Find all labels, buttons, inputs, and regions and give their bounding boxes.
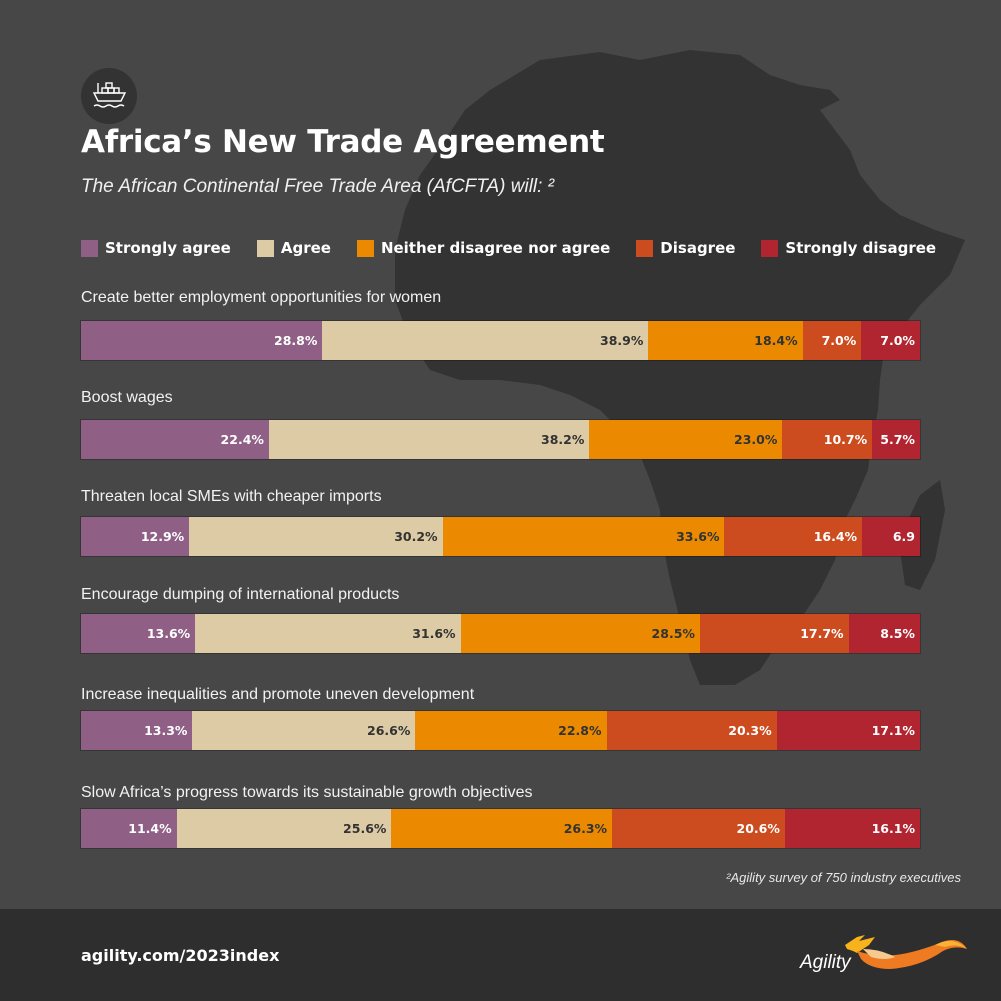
bar-segment-neither: 23.0% [589, 420, 783, 459]
bar-segment-strongly-agree: 28.8% [81, 321, 323, 360]
bar-segment-disagree: 20.6% [612, 809, 785, 848]
bar-segment-strongly-disagree: 7.0% [861, 321, 920, 360]
row-label: Slow Africa’s progress towards its susta… [81, 784, 533, 801]
bar-segment-neither: 28.5% [460, 614, 700, 653]
legend-swatch [81, 239, 98, 257]
bar-segment-agree: 31.6% [195, 614, 461, 653]
legend-item-strongly-agree: Strongly agree [81, 239, 231, 257]
legend-label: Neither disagree nor agree [380, 239, 611, 257]
bar-segment-strongly-agree: 11.4% [81, 809, 177, 848]
bar-segment-strongly-disagree: 16.1% [784, 809, 920, 848]
row-label: Create better employment opportunities f… [81, 289, 442, 306]
legend-swatch [256, 239, 274, 257]
bar-segment-strongly-agree: 13.6% [81, 614, 196, 653]
bar-segment-agree: 38.2% [268, 420, 590, 459]
legend-item-disagree: Disagree [636, 239, 735, 257]
bar-segment-agree: 38.9% [322, 321, 649, 360]
stacked-bar: 11.4% 25.6% 26.3% 20.6% 16.1% [81, 809, 920, 848]
phoenix-logo-icon [845, 935, 967, 969]
footer-url-link[interactable]: agility.com/2023index [81, 946, 280, 965]
row-label: Boost wages [81, 389, 173, 406]
bar-segment-strongly-agree: 13.3% [81, 711, 193, 750]
row-label: Threaten local SMEs with cheaper imports [81, 488, 382, 505]
logo-text: Agility [800, 952, 851, 973]
bar-segment-agree: 30.2% [189, 517, 443, 556]
legend-label: Agree [280, 239, 331, 257]
cargo-ship-icon [92, 82, 127, 108]
agility-logo: Agility [795, 927, 975, 987]
bar-segment-disagree: 20.3% [606, 711, 777, 750]
stacked-bar: 28.8% 38.9% 18.4% 7.0% 7.0% [81, 321, 920, 360]
chart-legend: Strongly agree Agree Neither disagree no… [81, 239, 962, 257]
bar-segment-strongly-agree: 22.4% [81, 420, 269, 459]
stacked-bar: 22.4% 38.2% 23.0% 10.7% 5.7% [81, 420, 920, 459]
bar-segment-neither: 18.4% [648, 321, 803, 360]
bar-segment-strongly-agree: 12.9% [81, 517, 190, 556]
bar-segment-disagree: 10.7% [782, 420, 873, 459]
bar-segment-neither: 22.8% [415, 711, 607, 750]
bar-segment-agree: 25.6% [176, 809, 392, 848]
legend-label: Disagree [660, 239, 736, 257]
legend-label: Strongly disagree [785, 239, 937, 257]
footer: agility.com/2023index Agility [0, 909, 1001, 1001]
bar-segment-neither: 26.3% [391, 809, 613, 848]
legend-item-agree: Agree [256, 239, 331, 257]
legend-item-neither: Neither disagree nor agree [356, 239, 611, 257]
bar-segment-strongly-disagree: 5.7% [872, 420, 920, 459]
bar-segment-strongly-disagree: 17.1% [776, 711, 920, 750]
stacked-bar: 12.9% 30.2% 33.6% 16.4% 6.9 [81, 517, 920, 556]
stacked-bar: 13.3% 26.6% 22.8% 20.3% 17.1% [81, 711, 920, 750]
bar-segment-disagree: 16.4% [724, 517, 863, 556]
legend-swatch [761, 239, 779, 257]
legend-swatch [356, 239, 374, 257]
row-label: Increase inequalities and promote uneven… [81, 686, 475, 703]
row-label: Encourage dumping of international produ… [81, 586, 400, 603]
bar-segment-disagree: 7.0% [802, 321, 862, 360]
bar-segment-agree: 26.6% [192, 711, 416, 750]
legend-swatch [636, 239, 654, 257]
bar-segment-strongly-disagree: 6.9 [862, 517, 920, 556]
legend-item-strongly-disagree: Strongly disagree [761, 239, 936, 257]
stacked-bar: 13.6% 31.6% 28.5% 17.7% 8.5% [81, 614, 920, 653]
bar-segment-strongly-disagree: 8.5% [848, 614, 920, 653]
page-subtitle: The African Continental Free Trade Area … [81, 176, 555, 197]
bar-segment-disagree: 17.7% [699, 614, 849, 653]
legend-label: Strongly agree [105, 239, 231, 257]
footnote: ²Agility survey of 750 industry executiv… [726, 870, 961, 885]
bar-segment-neither: 33.6% [442, 517, 725, 556]
ship-icon-badge [81, 68, 137, 124]
page-title: Africa’s New Trade Agreement [81, 124, 605, 160]
